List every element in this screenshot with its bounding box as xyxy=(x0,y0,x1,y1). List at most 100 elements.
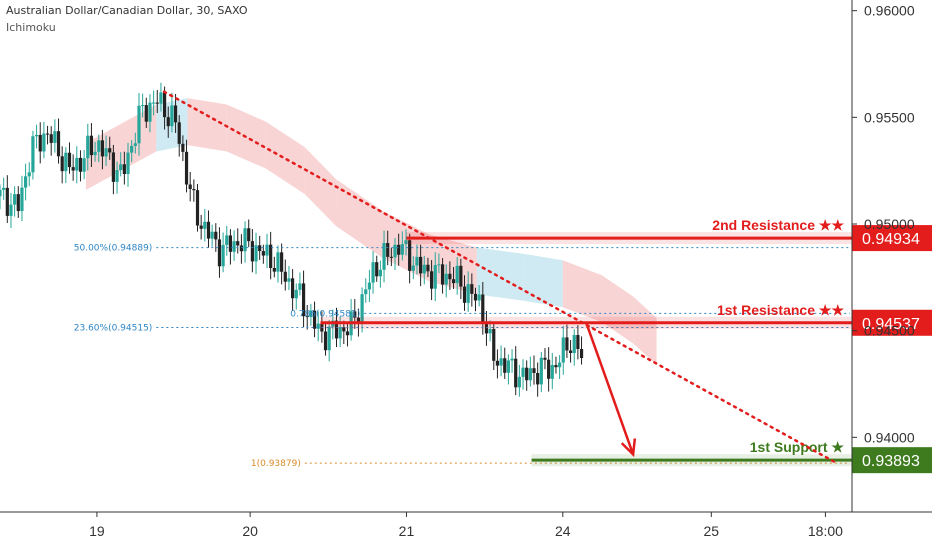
support-resistance-lines: 2nd Resistance ★★ 0.94934 1st Resistance ★… xyxy=(320,217,932,474)
candle-body xyxy=(199,225,203,229)
candle-body xyxy=(60,156,64,172)
candle-body xyxy=(155,102,159,104)
candle-body xyxy=(141,105,145,107)
candle-body xyxy=(89,135,94,156)
candle-body xyxy=(506,360,510,373)
candle-body xyxy=(477,294,481,301)
candle-body xyxy=(400,244,404,255)
candle-body xyxy=(265,244,269,256)
candle-body xyxy=(510,358,514,361)
candle-body xyxy=(280,252,284,272)
candle-body xyxy=(429,271,434,289)
candle-body xyxy=(404,240,408,245)
candle-body xyxy=(78,157,83,172)
candle-body xyxy=(272,267,276,272)
projection-arrow xyxy=(585,322,635,455)
y-tick-label: 0.96000 xyxy=(864,3,915,19)
candle-body xyxy=(433,265,437,289)
candle-body xyxy=(86,135,90,159)
candle-body xyxy=(393,244,397,258)
candle-body xyxy=(287,278,291,282)
level-price-tag xyxy=(852,447,932,474)
candle-body xyxy=(386,243,390,257)
level-price-tag-text: 0.94934 xyxy=(862,231,920,248)
candle-body xyxy=(5,187,9,216)
candle-body xyxy=(206,221,211,239)
cloud-segment xyxy=(265,121,305,195)
candle-body xyxy=(144,105,148,122)
candle-body xyxy=(188,184,192,189)
candle-body xyxy=(561,337,565,363)
cloud-segment xyxy=(476,247,524,301)
candle-body xyxy=(177,122,181,144)
candle-body xyxy=(312,310,317,329)
candle-body xyxy=(108,148,112,153)
candle-body xyxy=(236,241,240,246)
candle-body xyxy=(499,358,503,366)
candle-body xyxy=(462,286,467,303)
y-tick-label: 0.95000 xyxy=(864,216,915,232)
candle-body xyxy=(298,283,302,290)
candle-body xyxy=(130,145,134,153)
candle-body xyxy=(254,245,258,262)
x-tick-label: 19 xyxy=(89,523,105,539)
candle-body xyxy=(243,228,247,252)
candle-body xyxy=(444,273,448,285)
candle-body xyxy=(173,105,178,123)
cloud-segment xyxy=(562,260,602,323)
candle-body xyxy=(93,151,97,156)
candle-body xyxy=(247,228,251,242)
trendline xyxy=(162,90,838,465)
candle-body xyxy=(323,331,328,351)
candle-body xyxy=(24,176,28,188)
candle-body xyxy=(2,187,6,190)
candle-body xyxy=(367,282,372,290)
candle-body xyxy=(532,368,536,373)
y-tick-label: 0.95500 xyxy=(864,109,915,125)
candle-body xyxy=(426,264,430,272)
fib-level-label: 1(0.93879) xyxy=(251,459,301,469)
candle-body xyxy=(67,152,72,168)
candle-body xyxy=(382,243,386,270)
fibonacci-levels: 50.00%(0.94889) 23.60%(0.94515) 0.786(0.94… xyxy=(74,244,850,469)
candle-body xyxy=(283,271,287,282)
candle-body xyxy=(342,327,346,332)
candle-body xyxy=(371,262,375,283)
y-tick-label: 0.94500 xyxy=(864,323,915,339)
candle-body xyxy=(210,231,214,239)
candle-body xyxy=(419,256,423,274)
candle-body xyxy=(375,262,379,277)
candle-body xyxy=(126,152,130,175)
candle-body xyxy=(364,289,368,295)
cloud-segment xyxy=(523,253,563,308)
candle-body xyxy=(100,140,105,157)
candle-body xyxy=(411,265,415,271)
level-price-tag-text: 0.94537 xyxy=(862,316,920,333)
level-price-tag xyxy=(852,225,932,252)
candle-body xyxy=(360,294,364,324)
arrow-head xyxy=(620,438,637,458)
cloud-segment xyxy=(601,275,634,344)
candle-body xyxy=(239,245,243,252)
candle-body xyxy=(225,235,229,245)
candle-body xyxy=(97,140,101,152)
candle-body xyxy=(338,327,342,339)
candle-body xyxy=(115,169,119,182)
candle-body xyxy=(437,264,441,266)
candle-body xyxy=(269,244,273,268)
cloud-segment xyxy=(633,296,657,365)
candle-body xyxy=(492,328,496,361)
candle-body xyxy=(166,117,170,127)
candle-body xyxy=(481,294,485,324)
candle-body xyxy=(137,105,141,144)
candle-body xyxy=(448,273,452,280)
candle-body xyxy=(276,252,280,272)
chart-title: Australian Dollar/Canadian Dollar, 30, S… xyxy=(6,4,248,17)
candle-body xyxy=(470,284,474,294)
x-tick-label: 25 xyxy=(704,523,720,539)
candle-body xyxy=(221,244,225,267)
candle-body xyxy=(104,148,108,157)
candle-body xyxy=(250,241,254,262)
